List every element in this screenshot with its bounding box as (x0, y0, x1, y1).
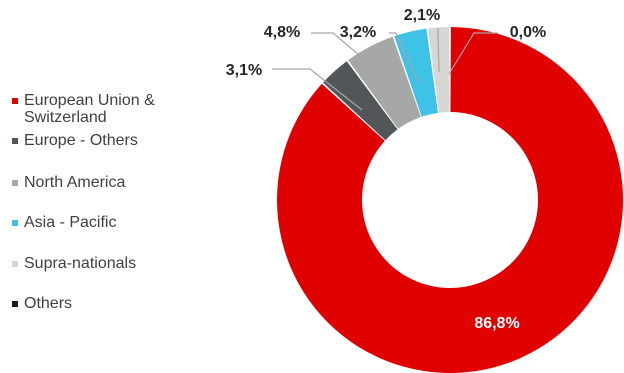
data-label-0: 86,8% (474, 315, 519, 332)
leader-line-3 (389, 32, 419, 83)
donut-slice-0 (277, 27, 623, 373)
legend-label: North America (24, 174, 126, 191)
data-label-3: 3,2% (340, 24, 376, 41)
legend-label: Supra-nationals (24, 255, 137, 272)
legend-swatch-icon (12, 98, 18, 104)
legend-item-europe-others: Europe - Others (12, 132, 138, 149)
leader-line-5 (448, 32, 498, 75)
leader-line-1 (272, 68, 363, 111)
legend-item-supra-nationals: Supra-nationals (12, 255, 136, 272)
donut-slice-2 (348, 36, 421, 129)
legend-item-north-america: North America (12, 174, 125, 191)
data-label-1: 3,1% (226, 62, 262, 79)
legend-item-asia-pacific: Asia - Pacific (12, 214, 116, 231)
legend-swatch-icon (12, 180, 18, 186)
donut-slice-3 (394, 28, 438, 117)
leader-line-2 (311, 32, 366, 61)
data-label-5: 0,0% (510, 24, 546, 41)
legend-label: Others (24, 295, 73, 312)
legend-item-others: Others (12, 295, 72, 312)
legend-swatch-icon (12, 301, 18, 307)
legend-item-eu-switzerland: European Union & Switzerland (12, 92, 212, 126)
legend-label: European Union & Switzerland (24, 92, 155, 126)
data-label-2: 4,8% (264, 24, 300, 41)
data-label-4: 2,1% (404, 7, 440, 24)
legend-label: Europe - Others (24, 132, 138, 149)
donut-slice-1 (322, 61, 398, 141)
legend-swatch-icon (12, 138, 18, 144)
leader-line-4 (437, 28, 440, 73)
legend-swatch-icon (12, 220, 18, 226)
legend-label: Asia - Pacific (24, 214, 117, 231)
legend-swatch-icon (12, 261, 18, 267)
